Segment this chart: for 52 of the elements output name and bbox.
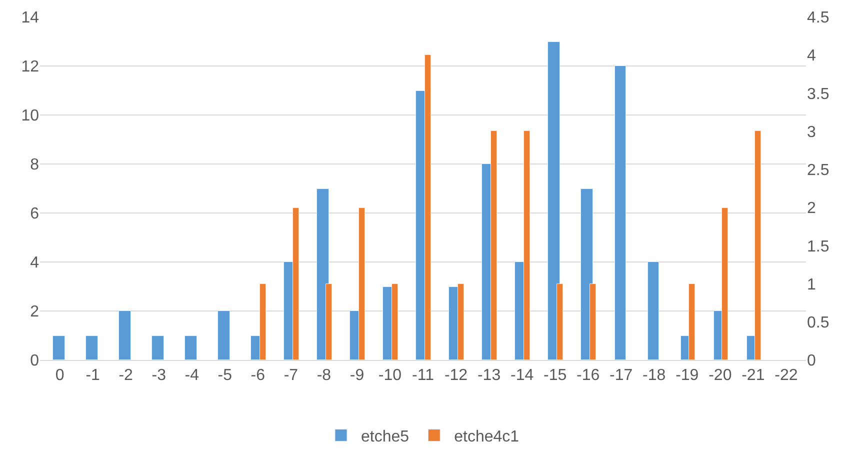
x-tick-label: -16 — [576, 367, 600, 384]
x-tick-label: -12 — [444, 367, 468, 384]
x-tick-label: 0 — [55, 367, 64, 384]
legend-label: etche5 — [361, 428, 410, 446]
x-tick-label: -17 — [610, 367, 633, 384]
y-tick-label: 14 — [21, 10, 40, 27]
x-tick-label: -3 — [152, 367, 166, 384]
x-tick-label: -22 — [774, 367, 798, 384]
y2-tick-label: 2.5 — [807, 162, 830, 180]
x-tick-label: -1 — [86, 367, 100, 384]
y-tick-label: 12 — [21, 58, 40, 76]
x-tick-label: -6 — [250, 367, 266, 384]
x-tick-label: -4 — [184, 367, 200, 384]
x-tick-label: -14 — [510, 367, 534, 384]
y-tick-label: 8 — [30, 156, 40, 174]
y-tick-label: 6 — [30, 206, 40, 223]
y-tick-label: 2 — [30, 304, 40, 321]
x-tick-label: -11 — [412, 367, 434, 384]
y2-tick-label: 3.5 — [807, 86, 830, 103]
y2-tick-label: 0 — [807, 352, 816, 370]
x-tick-label: -13 — [477, 367, 501, 384]
y2-tick-label: 0.5 — [807, 314, 830, 332]
y-tick-label: 4 — [30, 254, 40, 272]
x-tick-label: -20 — [708, 367, 732, 384]
x-tick-label: -8 — [316, 367, 332, 384]
bar — [648, 262, 659, 360]
bar — [52, 336, 65, 360]
bar — [184, 336, 197, 360]
x-tick-label: -10 — [378, 367, 402, 384]
y2-tick-label: 2 — [807, 200, 816, 218]
x-tick-label: -21 — [742, 367, 765, 384]
x-tick-label: -2 — [118, 367, 134, 384]
bar — [548, 42, 560, 360]
y-tick-label: 0 — [30, 352, 40, 370]
bar — [118, 310, 131, 360]
y2-tick-label: 1 — [807, 276, 816, 294]
y2-tick-label: 4 — [807, 48, 816, 65]
x-tick-label: -7 — [284, 367, 298, 384]
y-tick-label: 10 — [21, 108, 40, 125]
bar — [86, 336, 98, 360]
x-tick-label: -18 — [642, 367, 666, 384]
y2-tick-label: 1.5 — [807, 238, 830, 256]
bar — [614, 66, 626, 360]
bar — [152, 336, 164, 360]
bar — [218, 310, 230, 360]
x-tick-label: -19 — [676, 367, 699, 384]
x-tick-label: -15 — [544, 367, 567, 384]
x-tick-label: -5 — [218, 367, 232, 384]
y2-tick-label: 4.5 — [807, 10, 830, 27]
x-tick-label: -9 — [350, 367, 364, 384]
y2-tick-label: 3 — [807, 124, 816, 141]
legend-label: etche4c1 — [454, 428, 520, 446]
